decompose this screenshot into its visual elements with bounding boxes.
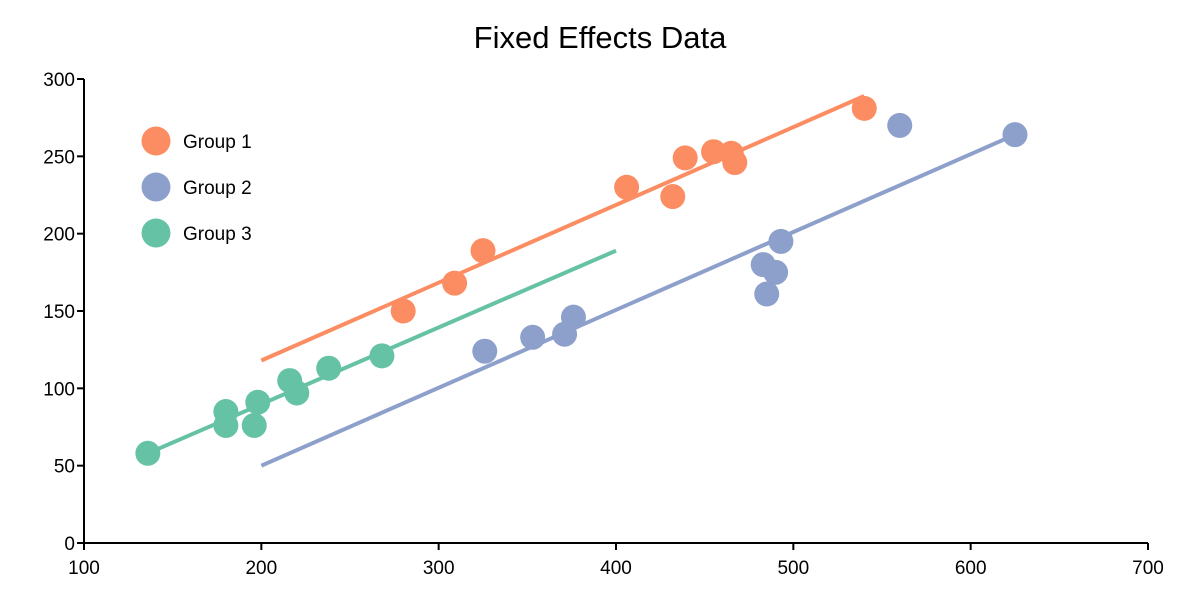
data-point-group-3 (316, 355, 342, 381)
x-tick-label: 300 (423, 558, 455, 579)
x-axis-ticks: 100 200 300 400 500 600 700 (68, 543, 1164, 579)
data-point-group-3 (369, 343, 395, 369)
y-tick-label: 0 (64, 534, 75, 555)
data-points (135, 95, 1028, 466)
legend-marker-group-1 (141, 126, 171, 156)
data-point-group-3 (135, 440, 161, 466)
fit-line-group-1 (260, 94, 866, 363)
x-tick-label: 500 (777, 558, 809, 579)
data-point-group-2 (1002, 122, 1028, 148)
y-tick-label: 150 (43, 302, 75, 323)
legend-marker-group-2 (141, 172, 171, 202)
fit-lines (147, 94, 1016, 468)
y-axis-ticks: 0 50 100 150 200 250 300 (43, 70, 84, 555)
data-point-group-3 (245, 389, 271, 415)
data-point-group-1 (722, 150, 748, 176)
x-tick-label: 700 (1132, 558, 1164, 579)
data-point-group-3 (241, 412, 267, 438)
legend-label-group-2: Group 2 (183, 178, 252, 199)
y-tick-label: 200 (43, 225, 75, 246)
y-tick-label: 300 (43, 70, 75, 91)
legend: Group 1 Group 2 Group 3 (141, 126, 252, 248)
axes: 100 200 300 400 500 600 700 0 50 100 150 200 250 300 (43, 70, 1164, 579)
data-point-group-2 (520, 324, 546, 350)
x-tick-label: 400 (600, 558, 632, 579)
data-point-group-1 (851, 95, 877, 121)
data-point-group-2 (768, 228, 794, 254)
data-point-group-1 (614, 174, 640, 200)
y-tick-label: 100 (43, 379, 75, 400)
y-tick-label: 250 (43, 147, 75, 168)
data-point-group-1 (672, 145, 698, 171)
data-point-group-1 (470, 238, 496, 264)
chart-title: Fixed Effects Data (474, 20, 727, 55)
data-point-group-2 (754, 281, 780, 307)
data-point-group-2 (887, 112, 913, 138)
x-tick-label: 100 (68, 558, 100, 579)
data-point-group-1 (660, 184, 686, 210)
data-point-group-2 (763, 259, 789, 285)
data-point-group-3 (284, 380, 310, 406)
x-tick-label: 600 (955, 558, 987, 579)
legend-marker-group-3 (141, 218, 171, 248)
fit-line-group-2 (260, 132, 1016, 468)
legend-label-group-1: Group 1 (183, 132, 252, 153)
data-point-group-3 (213, 412, 239, 438)
legend-label-group-3: Group 3 (183, 224, 252, 245)
x-tick-label: 200 (245, 558, 277, 579)
data-point-group-1 (390, 298, 416, 324)
data-point-group-2 (472, 338, 498, 364)
data-point-group-1 (442, 270, 468, 296)
data-point-group-2 (560, 304, 586, 330)
y-tick-label: 50 (54, 457, 75, 478)
